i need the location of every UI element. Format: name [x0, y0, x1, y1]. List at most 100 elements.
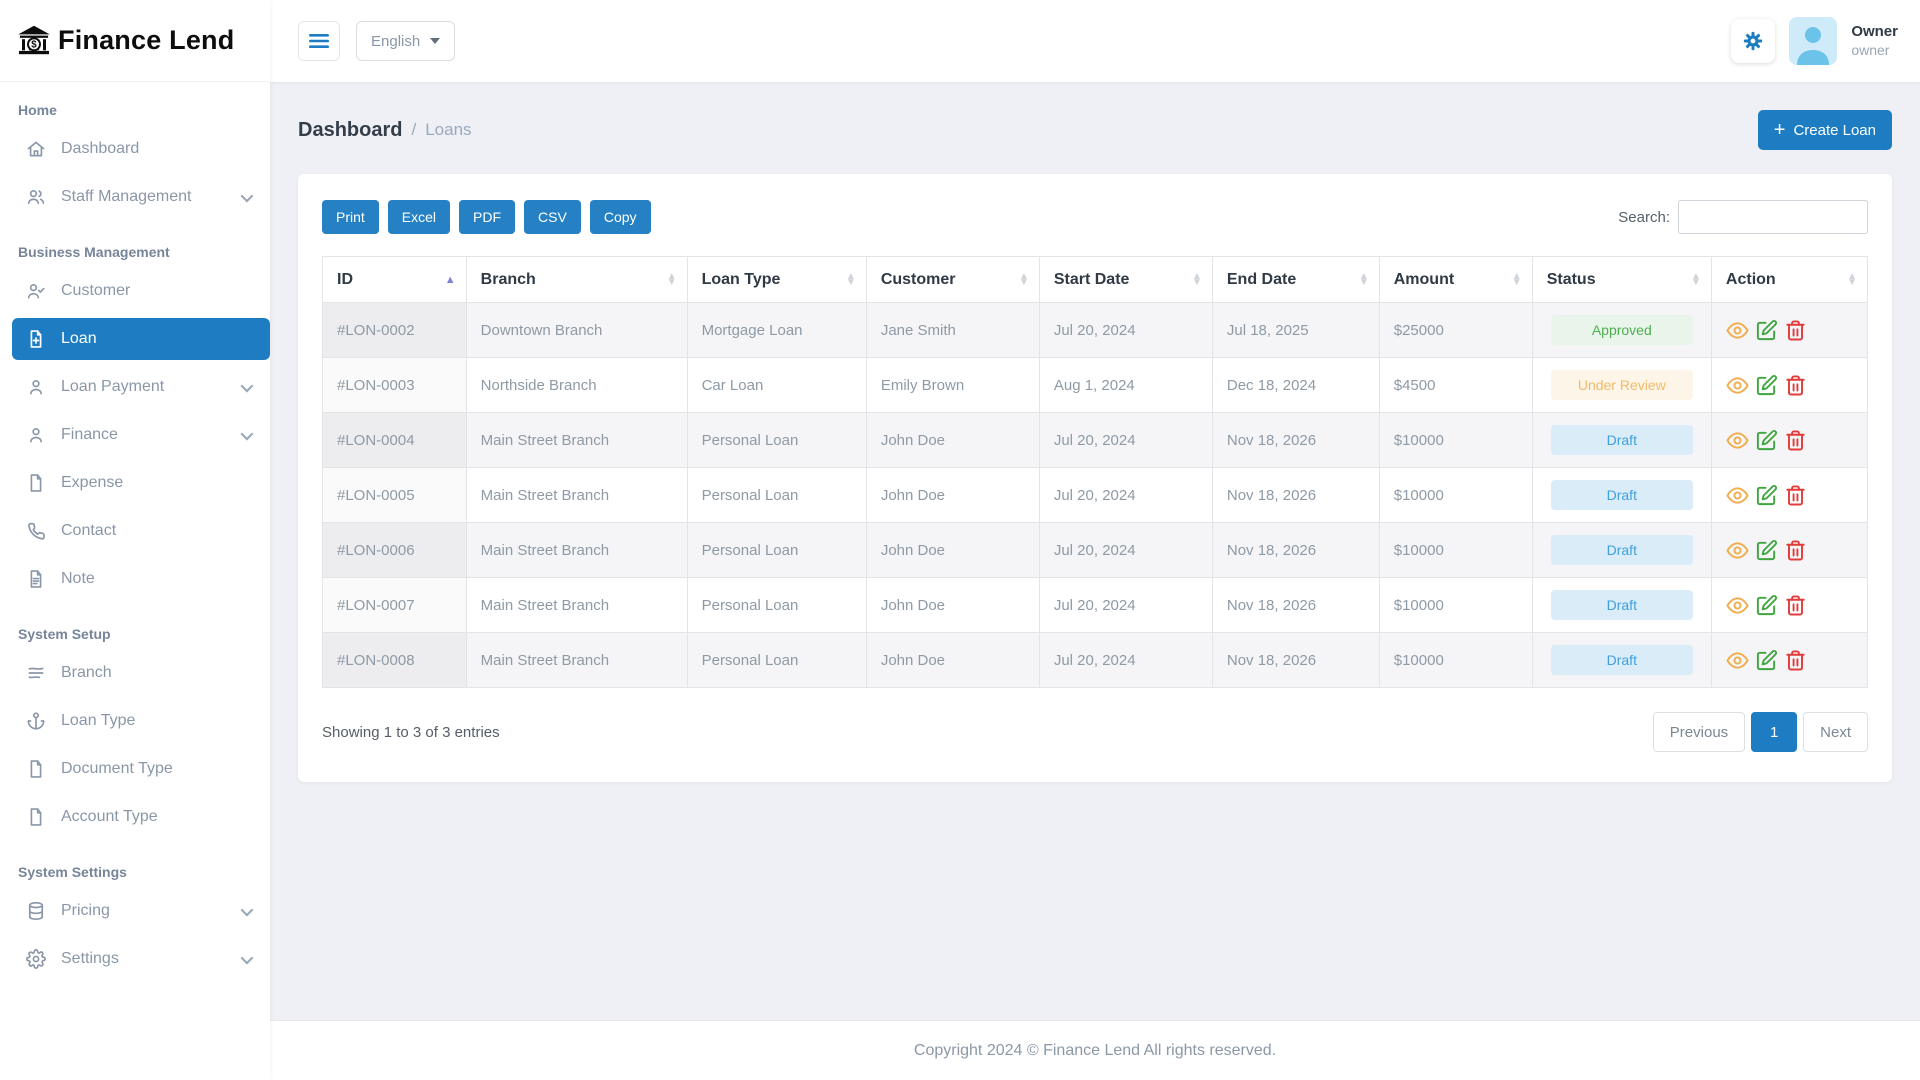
- column-header-end-date[interactable]: End Date ▲ ▼: [1211, 256, 1380, 303]
- sidebar-item-staff-management[interactable]: Staff Management: [12, 176, 270, 218]
- row-actions: [1726, 539, 1853, 562]
- language-selector[interactable]: English: [356, 21, 456, 61]
- loan-type-cell: Personal Loan: [686, 467, 867, 523]
- sidebar-item-expense[interactable]: Expense: [12, 462, 270, 504]
- sidebar-item-document-type[interactable]: Document Type: [12, 748, 270, 790]
- column-header-action[interactable]: Action ▲ ▼: [1710, 256, 1869, 303]
- sidebar-item-label: Contact: [61, 522, 117, 539]
- status-cell: Approved: [1531, 302, 1712, 358]
- sidebar-item-settings[interactable]: Settings: [12, 938, 270, 980]
- edit-button[interactable]: [1755, 319, 1778, 342]
- search-input[interactable]: [1678, 200, 1868, 234]
- copy-button[interactable]: Copy: [589, 200, 651, 234]
- content-area: Dashboard / Loans + Create Loan Print Ex…: [270, 82, 1920, 1020]
- sidebar-item-finance[interactable]: Finance: [12, 414, 270, 456]
- delete-button[interactable]: [1784, 594, 1807, 617]
- edit-button[interactable]: [1755, 484, 1778, 507]
- sidebar-item-account-type[interactable]: Account Type: [12, 796, 270, 838]
- sidebar-item-customer[interactable]: Customer: [12, 270, 270, 312]
- sidebar-item-branch[interactable]: Branch: [12, 652, 270, 694]
- delete-button[interactable]: [1784, 539, 1807, 562]
- excel-button[interactable]: Excel: [387, 200, 451, 234]
- sidebar-toggle-button[interactable]: [298, 21, 340, 61]
- previous-page-button[interactable]: Previous: [1652, 712, 1746, 752]
- view-button[interactable]: [1726, 374, 1749, 397]
- sidebar-item-pricing[interactable]: Pricing: [12, 890, 270, 932]
- trash-icon: [1784, 319, 1807, 342]
- eye-icon: [1726, 319, 1749, 342]
- create-loan-label: Create Loan: [1793, 121, 1876, 139]
- sidebar-item-loan-payment[interactable]: Loan Payment: [12, 366, 270, 408]
- breadcrumb-dashboard[interactable]: Dashboard: [298, 118, 403, 141]
- user-avatar[interactable]: [1789, 17, 1838, 65]
- breadcrumb-separator: /: [411, 120, 417, 139]
- row-actions: [1726, 374, 1853, 397]
- column-header-loan-type[interactable]: Loan Type ▲ ▼: [686, 256, 867, 303]
- print-button[interactable]: Print: [322, 200, 379, 234]
- brand-logo[interactable]: $ Finance Lend: [0, 0, 270, 82]
- action-cell-td: [1710, 302, 1869, 358]
- table-row: #LON-0002 Downtown Branch Mortgage Loan …: [322, 302, 1869, 358]
- delete-button[interactable]: [1784, 374, 1807, 397]
- sidebar-item-label: Loan Payment: [61, 378, 165, 395]
- view-button[interactable]: [1726, 484, 1749, 507]
- customer-cell: Jane Smith: [865, 302, 1040, 358]
- edit-button[interactable]: [1755, 539, 1778, 562]
- plus-icon: +: [1773, 119, 1786, 141]
- column-header-id[interactable]: ID ▲: [322, 256, 467, 303]
- sidebar-item-label: Account Type: [61, 808, 158, 825]
- row-actions: [1726, 429, 1853, 452]
- status-badge: Draft: [1550, 425, 1693, 455]
- delete-button[interactable]: [1784, 429, 1807, 452]
- sidebar-item-loan[interactable]: Loan: [12, 318, 270, 360]
- sidebar-item-loan-type[interactable]: Loan Type: [12, 700, 270, 742]
- loan-id-cell: #LON-0003: [322, 357, 467, 413]
- next-page-button[interactable]: Next: [1803, 712, 1868, 752]
- delete-button[interactable]: [1784, 649, 1807, 672]
- delete-button[interactable]: [1784, 319, 1807, 342]
- view-button[interactable]: [1726, 319, 1749, 342]
- topbar: English: [270, 0, 1920, 82]
- status-badge: Under Review: [1550, 370, 1693, 400]
- status-badge: Draft: [1550, 535, 1693, 565]
- csv-button[interactable]: CSV: [524, 200, 581, 234]
- view-button[interactable]: [1726, 594, 1749, 617]
- edit-button[interactable]: [1755, 429, 1778, 452]
- user-name: Owner: [1851, 22, 1898, 40]
- delete-button[interactable]: [1784, 484, 1807, 507]
- edit-button[interactable]: [1755, 594, 1778, 617]
- column-header-amount[interactable]: Amount ▲ ▼: [1378, 256, 1533, 303]
- pagination: Previous 1 Next: [1652, 712, 1868, 752]
- settings-button[interactable]: [1731, 19, 1776, 63]
- user-icon: [26, 425, 46, 445]
- customer-cell: Emily Brown: [865, 357, 1040, 413]
- sidebar-item-dashboard[interactable]: Dashboard: [12, 128, 270, 170]
- entries-summary: Showing 1 to 3 of 3 entries: [322, 723, 500, 741]
- page-footer: Copyright 2024 © Finance Lend All rights…: [270, 1020, 1920, 1080]
- create-loan-button[interactable]: + Create Loan: [1757, 110, 1892, 150]
- anchor-icon: [26, 711, 46, 731]
- sidebar-item-note[interactable]: Note: [12, 558, 270, 600]
- user-info[interactable]: Owner owner: [1851, 23, 1898, 59]
- sidebar-item-label: Settings: [61, 950, 119, 967]
- chevron-down-icon: [240, 427, 254, 440]
- view-button[interactable]: [1726, 649, 1749, 672]
- edit-icon: [1755, 594, 1778, 617]
- edit-icon: [1755, 484, 1778, 507]
- page-1-button[interactable]: 1: [1751, 712, 1798, 752]
- column-header-status[interactable]: Status ▲ ▼: [1531, 256, 1712, 303]
- column-header-customer[interactable]: Customer ▲ ▼: [865, 256, 1040, 303]
- view-button[interactable]: [1726, 539, 1749, 562]
- language-value: English: [371, 32, 421, 50]
- pdf-button[interactable]: PDF: [459, 200, 516, 234]
- start-date-cell: Jul 20, 2024: [1038, 412, 1213, 468]
- edit-button[interactable]: [1755, 374, 1778, 397]
- sidebar-item-label: Dashboard: [61, 140, 140, 157]
- loan-id-cell: #LON-0002: [322, 302, 467, 358]
- column-header-start-date[interactable]: Start Date ▲ ▼: [1038, 256, 1213, 303]
- sidebar-item-contact[interactable]: Contact: [12, 510, 270, 552]
- column-header-branch[interactable]: Branch ▲ ▼: [465, 256, 688, 303]
- edit-button[interactable]: [1755, 649, 1778, 672]
- view-button[interactable]: [1726, 429, 1749, 452]
